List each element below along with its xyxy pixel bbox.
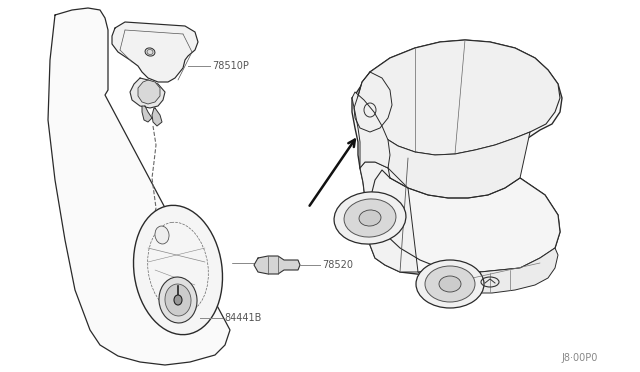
Ellipse shape <box>334 192 406 244</box>
Ellipse shape <box>359 210 381 226</box>
Text: 78510P: 78510P <box>212 61 249 71</box>
Polygon shape <box>130 78 165 108</box>
Ellipse shape <box>425 266 475 302</box>
Polygon shape <box>372 170 560 272</box>
Polygon shape <box>352 92 390 168</box>
Ellipse shape <box>344 199 396 237</box>
Polygon shape <box>48 8 230 365</box>
Polygon shape <box>254 256 300 274</box>
Polygon shape <box>382 132 530 198</box>
Ellipse shape <box>155 226 169 244</box>
Ellipse shape <box>145 48 155 56</box>
Ellipse shape <box>370 214 386 222</box>
Polygon shape <box>352 40 562 282</box>
Ellipse shape <box>165 284 191 316</box>
Polygon shape <box>138 80 160 104</box>
Ellipse shape <box>174 295 182 305</box>
Polygon shape <box>112 22 198 82</box>
Polygon shape <box>358 40 560 155</box>
Text: 84441B: 84441B <box>224 313 261 323</box>
Polygon shape <box>152 108 162 126</box>
Polygon shape <box>360 162 418 272</box>
Text: J8·00P0: J8·00P0 <box>562 353 598 363</box>
Ellipse shape <box>416 260 484 308</box>
Polygon shape <box>418 248 558 293</box>
Ellipse shape <box>159 277 197 323</box>
Ellipse shape <box>439 276 461 292</box>
Text: 78520: 78520 <box>322 260 353 270</box>
Polygon shape <box>142 106 152 122</box>
Ellipse shape <box>134 205 223 335</box>
